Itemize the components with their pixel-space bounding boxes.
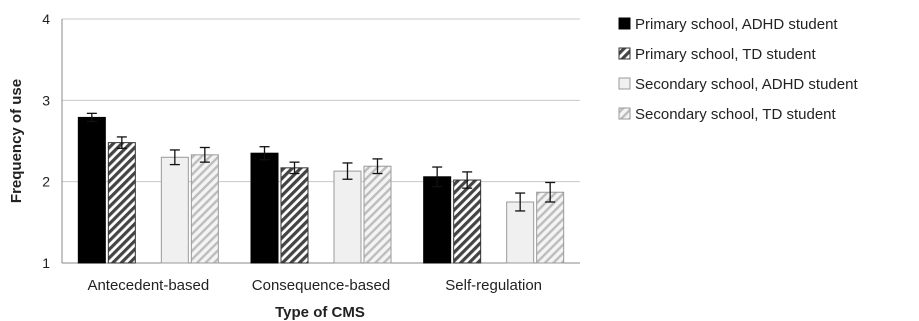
error-bar [289,161,300,175]
bar [107,142,136,264]
bar [453,179,482,264]
bar [506,201,535,264]
bar [363,165,392,264]
y-tick-labels: 1 2 3 4 [42,11,50,271]
legend-swatch [618,107,631,120]
legend-label: Primary school, ADHD student [635,16,838,33]
error-bar [199,146,210,163]
bar [280,167,309,264]
error-bars [86,112,556,212]
x-category-label: Self-regulation [445,277,542,294]
y-tick-label: 3 [42,92,50,108]
error-bar [86,112,97,123]
legend-label: Primary school, TD student [635,46,816,63]
bar [160,156,189,264]
bar [536,191,565,264]
legend-label: Secondary school, ADHD student [635,76,858,93]
y-tick-label: 2 [42,174,50,190]
error-bar [372,158,383,175]
error-bar [545,181,556,203]
x-axis-title: Type of CMS [275,304,365,321]
bars [77,116,565,264]
x-category-label: Consequence-based [252,277,390,294]
error-bar [462,171,473,189]
legend: Primary school, ADHD student Primary scho… [618,16,858,123]
legend-item: Primary school, TD student [618,46,816,63]
legend-item: Primary school, ADHD student [618,16,838,33]
gridlines [62,18,580,183]
error-bar [342,162,353,180]
bar [190,154,219,264]
x-category-labels: Antecedent-based Consequence-based Self-re… [87,277,542,294]
error-bar [259,146,270,161]
bar [333,170,362,264]
legend-label: Secondary school, TD student [635,106,837,123]
error-bar [515,192,526,212]
legend-swatch [618,17,631,30]
bar [250,152,279,264]
y-tick-label: 1 [42,255,50,271]
legend-swatch [618,77,631,90]
legend-item: Secondary school, TD student [618,106,837,123]
bar [423,176,452,264]
error-bar [432,166,443,188]
bar [77,116,106,264]
legend-swatch [618,47,631,60]
legend-item: Secondary school, ADHD student [618,76,858,93]
x-category-label: Antecedent-based [87,277,209,294]
y-axis-title: Frequency of use [8,79,25,203]
error-bar [116,136,127,149]
error-bar [169,149,180,166]
y-tick-label: 4 [42,11,50,27]
